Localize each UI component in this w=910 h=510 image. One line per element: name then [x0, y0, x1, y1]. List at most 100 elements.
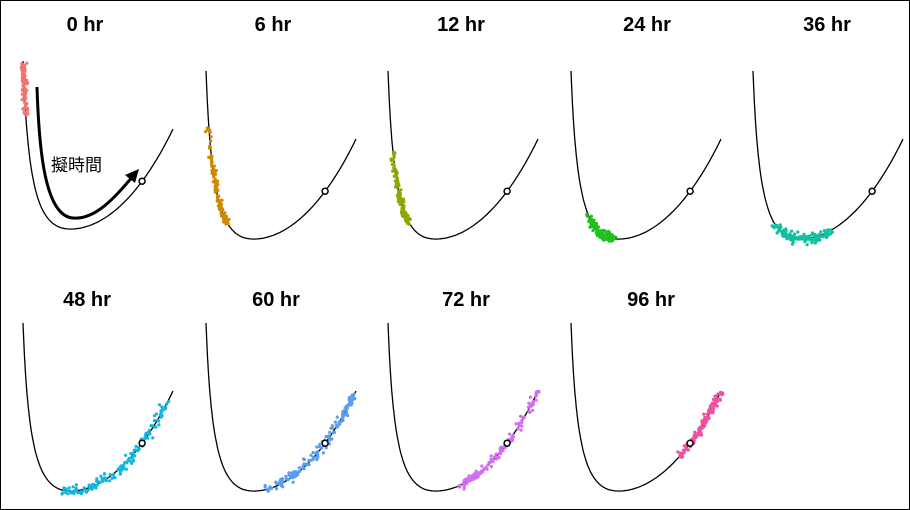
cell-point — [462, 484, 466, 488]
cell-point — [389, 158, 393, 163]
cell-point — [20, 78, 24, 82]
cell-point — [335, 415, 339, 419]
cell-point — [704, 420, 708, 424]
cell-point — [278, 479, 282, 483]
cell-point — [789, 238, 794, 242]
cell-point — [102, 476, 107, 480]
cell-point — [791, 234, 795, 238]
cell-point — [66, 492, 70, 496]
cell-point — [777, 229, 781, 233]
cell-point — [327, 438, 332, 442]
trajectory-curve — [387, 322, 539, 492]
cell-point — [210, 164, 214, 168]
cell-point — [150, 424, 154, 428]
panel-title: 6 hr — [255, 14, 292, 36]
cell-point — [26, 112, 30, 116]
cell-point — [477, 471, 482, 475]
cell-point — [131, 451, 136, 455]
cell-point — [349, 403, 353, 407]
panel-72-hr: 72 hr — [387, 289, 541, 492]
cell-point — [20, 62, 24, 67]
cell-point — [397, 196, 401, 200]
cell-point — [591, 218, 595, 222]
cell-point — [219, 205, 223, 209]
cell-point — [95, 483, 99, 487]
cell-point — [290, 473, 294, 478]
cell-point — [522, 416, 526, 420]
cell-point — [340, 417, 344, 421]
cell-point — [458, 483, 462, 487]
cell-point — [342, 414, 346, 418]
cell-point — [118, 472, 122, 476]
cell-point — [160, 414, 164, 418]
cell-point — [350, 393, 354, 397]
cell-point — [462, 487, 466, 491]
cell-point — [497, 452, 501, 456]
cell-point — [589, 214, 594, 218]
cell-point — [211, 168, 215, 172]
cell-point — [693, 430, 697, 434]
cell-point — [534, 398, 538, 402]
cell-point — [720, 393, 724, 397]
cell-point — [25, 61, 29, 65]
cell-point — [223, 211, 227, 215]
cell-point — [398, 192, 402, 196]
cell-point — [23, 112, 27, 116]
cell-point — [129, 451, 133, 456]
cell-point — [801, 237, 805, 241]
cell-point — [594, 225, 598, 230]
cell-point — [503, 446, 507, 450]
cell-point — [20, 68, 24, 73]
cell-point — [500, 448, 504, 452]
cell-point — [705, 412, 709, 416]
cell-point — [520, 424, 524, 428]
cell-point — [64, 491, 68, 495]
panel-6-hr: 6 hr — [203, 14, 357, 240]
panel-24-hr: 24 hr — [570, 14, 722, 243]
cell-point — [535, 393, 539, 397]
cell-point — [676, 450, 680, 454]
trajectory-curve — [205, 70, 357, 240]
panel-title: 96 hr — [627, 289, 675, 311]
cell-point — [518, 414, 523, 418]
cell-point — [348, 398, 352, 402]
cell-point — [700, 433, 704, 437]
cell-point — [157, 423, 161, 427]
trajectory-curve — [387, 70, 539, 240]
cell-point — [530, 403, 534, 407]
cell-point — [697, 433, 701, 437]
cell-point — [466, 479, 470, 483]
cell-point — [118, 465, 122, 470]
cell-point — [216, 194, 220, 199]
cell-point — [700, 422, 704, 426]
cell-point — [268, 486, 272, 490]
cell-point — [392, 150, 396, 154]
cell-point — [309, 453, 313, 457]
cell-point — [404, 211, 408, 215]
cell-point — [398, 202, 402, 206]
cell-point — [528, 395, 533, 399]
cell-point — [509, 437, 513, 441]
panel-title: 60 hr — [252, 289, 300, 311]
cell-point — [590, 225, 594, 229]
cell-point — [220, 198, 224, 202]
cell-point — [218, 207, 222, 212]
cell-point — [110, 476, 114, 480]
cell-point — [69, 491, 73, 495]
cell-point — [489, 454, 493, 458]
cell-point — [790, 229, 794, 233]
cell-point — [82, 487, 87, 491]
cell-point — [809, 237, 813, 241]
cell-point — [814, 234, 818, 238]
cell-point — [400, 200, 404, 204]
cell-point — [20, 98, 24, 102]
cell-point — [26, 108, 30, 112]
cell-point — [219, 202, 223, 206]
cell-point — [216, 179, 220, 183]
cell-point — [406, 218, 410, 222]
cell-point — [155, 418, 159, 422]
cell-point — [161, 406, 165, 410]
cell-point — [474, 471, 478, 475]
cell-point — [301, 466, 305, 470]
